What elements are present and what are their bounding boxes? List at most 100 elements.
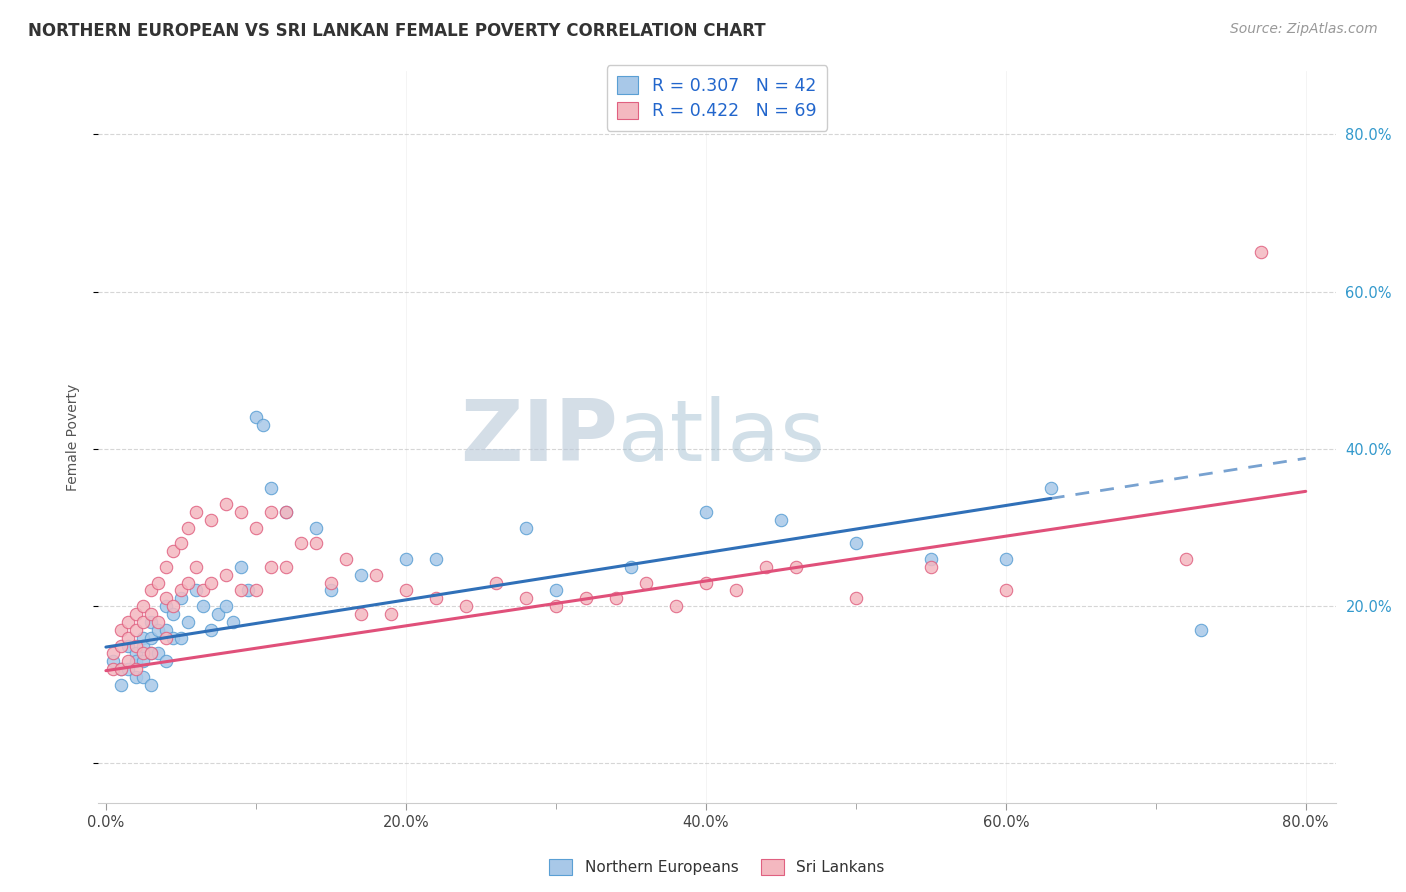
Point <box>305 536 328 550</box>
Point <box>260 481 283 495</box>
Point <box>274 505 297 519</box>
Point <box>155 654 177 668</box>
Point <box>103 662 125 676</box>
Point <box>274 559 297 574</box>
Point <box>425 552 447 566</box>
Point <box>920 559 942 574</box>
Point <box>290 536 312 550</box>
Point <box>184 583 207 598</box>
Point <box>110 639 132 653</box>
Point <box>193 583 215 598</box>
Point <box>769 513 792 527</box>
Point <box>193 599 215 614</box>
Point <box>139 678 162 692</box>
Point <box>1189 623 1212 637</box>
Point <box>454 599 477 614</box>
Y-axis label: Female Poverty: Female Poverty <box>66 384 80 491</box>
Point <box>245 410 267 425</box>
Point <box>125 623 148 637</box>
Point <box>695 575 717 590</box>
Point <box>148 623 170 637</box>
Point <box>380 607 402 621</box>
Point <box>132 670 155 684</box>
Point <box>515 520 537 534</box>
Point <box>184 505 207 519</box>
Point <box>132 639 155 653</box>
Point <box>117 662 139 676</box>
Point <box>515 591 537 606</box>
Point <box>132 646 155 660</box>
Point <box>177 575 200 590</box>
Point <box>755 559 778 574</box>
Point <box>170 536 193 550</box>
Text: ZIP: ZIP <box>460 395 619 479</box>
Point <box>215 497 238 511</box>
Point <box>260 505 283 519</box>
Point <box>125 607 148 621</box>
Point <box>1250 245 1272 260</box>
Point <box>350 567 373 582</box>
Point <box>229 505 252 519</box>
Point <box>155 623 177 637</box>
Point <box>139 615 162 629</box>
Point <box>110 662 132 676</box>
Point <box>155 631 177 645</box>
Point <box>117 615 139 629</box>
Point <box>200 623 222 637</box>
Point <box>620 559 643 574</box>
Point <box>425 591 447 606</box>
Point <box>319 575 342 590</box>
Point <box>132 631 155 645</box>
Point <box>665 599 688 614</box>
Point <box>544 583 567 598</box>
Point <box>132 615 155 629</box>
Point <box>162 607 184 621</box>
Point <box>245 520 267 534</box>
Point <box>994 583 1017 598</box>
Point <box>200 513 222 527</box>
Point <box>319 583 342 598</box>
Point <box>695 505 717 519</box>
Point <box>148 615 170 629</box>
Point <box>605 591 627 606</box>
Legend: Northern Europeans, Sri Lankans: Northern Europeans, Sri Lankans <box>541 852 893 883</box>
Point <box>139 607 162 621</box>
Point <box>920 552 942 566</box>
Point <box>238 583 260 598</box>
Point <box>110 678 132 692</box>
Point <box>155 559 177 574</box>
Point <box>364 567 387 582</box>
Point <box>125 646 148 660</box>
Point <box>1174 552 1197 566</box>
Point <box>170 583 193 598</box>
Point <box>1039 481 1062 495</box>
Point <box>274 505 297 519</box>
Point <box>260 559 283 574</box>
Text: atlas: atlas <box>619 395 827 479</box>
Point <box>139 631 162 645</box>
Point <box>845 591 868 606</box>
Point <box>544 599 567 614</box>
Point <box>724 583 747 598</box>
Point <box>350 607 373 621</box>
Point <box>222 615 245 629</box>
Point <box>125 670 148 684</box>
Point <box>170 631 193 645</box>
Point <box>215 599 238 614</box>
Point <box>395 583 418 598</box>
Point <box>994 552 1017 566</box>
Point <box>200 575 222 590</box>
Point <box>229 583 252 598</box>
Point <box>103 654 125 668</box>
Point <box>395 552 418 566</box>
Point <box>148 646 170 660</box>
Point <box>110 623 132 637</box>
Point <box>485 575 508 590</box>
Point <box>177 615 200 629</box>
Point <box>845 536 868 550</box>
Point <box>132 654 155 668</box>
Point <box>184 559 207 574</box>
Point <box>125 662 148 676</box>
Point <box>125 639 148 653</box>
Point <box>155 599 177 614</box>
